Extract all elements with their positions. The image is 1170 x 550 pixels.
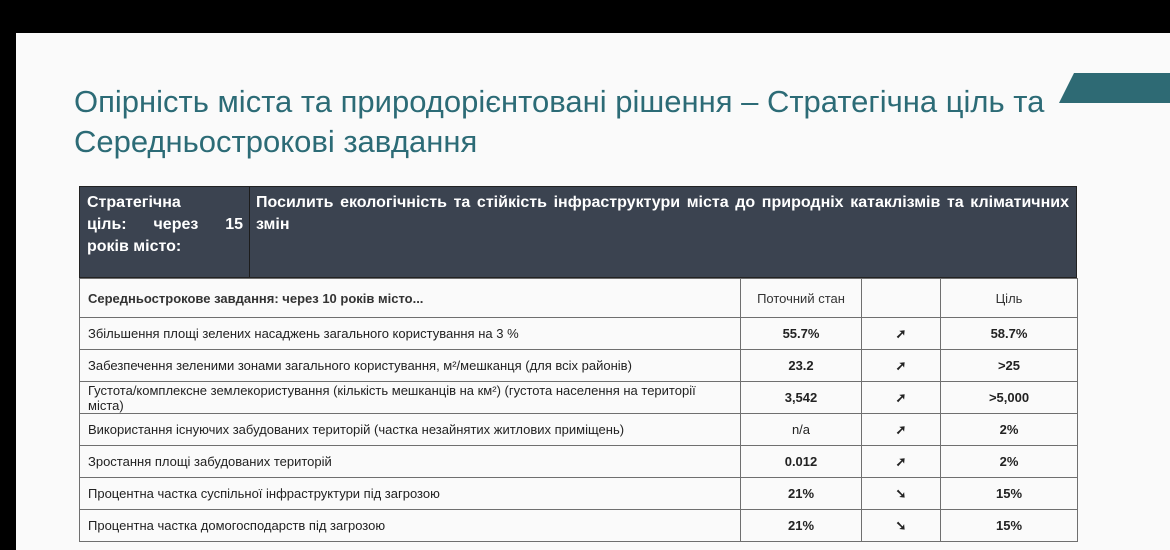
arrow-up-right-icon: ➚ [861, 349, 941, 382]
strategic-goal-header: Стратегічна ціль: через 15 років місто: … [79, 186, 1077, 278]
strategic-goal-label: Стратегічна ціль: через 15 років місто: [80, 187, 250, 277]
goal-value-cell: 2% [940, 445, 1078, 478]
label-word-years-num: 15 [225, 216, 243, 233]
goal-value-cell: >25 [940, 349, 1078, 382]
table-row: Використання існуючих забудованих терито… [79, 413, 1078, 446]
col-header-task: Середньострокове завдання: через 10 рокі… [79, 278, 741, 318]
tasks-table: Середньострокове завдання: через 10 рокі… [79, 278, 1078, 542]
current-value-cell: 3,542 [740, 381, 862, 414]
table-row: Збільшення площі зелених насаджень загал… [79, 317, 1078, 350]
label-word-through: через [153, 216, 199, 233]
table-row: Густота/комплексне землекористування (кі… [79, 381, 1078, 414]
arrow-up-right-icon: ➚ [861, 413, 941, 446]
table-row: Зростання площі забудованих територій 0.0… [79, 445, 1078, 478]
task-cell: Зростання площі забудованих територій [79, 445, 741, 478]
table-header-row: Середньострокове завдання: через 10 рокі… [79, 278, 1078, 318]
current-value-cell: 55.7% [740, 317, 862, 350]
current-value-cell: 0.012 [740, 445, 862, 478]
strategic-goal-text: Посилить екологічність та стійкість інфр… [256, 194, 1069, 233]
label-line-3: років місто: [87, 238, 182, 255]
label-word-goal: ціль: [87, 216, 127, 233]
arrow-up-right-icon: ➚ [861, 445, 941, 478]
goal-value-cell: 2% [940, 413, 1078, 446]
current-value-cell: 23.2 [740, 349, 862, 382]
goal-value-cell: 58.7% [940, 317, 1078, 350]
task-cell: Густота/комплексне землекористування (кі… [79, 381, 741, 414]
table-row: Забезпечення зеленими зонами загального … [79, 349, 1078, 382]
task-cell: Процентна частка суспільної інфраструкту… [79, 477, 741, 510]
goal-value-cell: >5,000 [940, 381, 1078, 414]
label-line-1: Стратегічна [87, 194, 181, 211]
goal-value-cell: 15% [940, 477, 1078, 510]
goal-value-cell: 15% [940, 509, 1078, 542]
task-cell: Збільшення площі зелених насаджень загал… [79, 317, 741, 350]
task-cell: Забезпечення зеленими зонами загального … [79, 349, 741, 382]
current-value-cell: 21% [740, 477, 862, 510]
task-cell: Використання існуючих забудованих терито… [79, 413, 741, 446]
table-row: Процентна частка суспільної інфраструкту… [79, 477, 1078, 510]
current-value-cell: n/a [740, 413, 862, 446]
label-line-2: ціль: через 15 [87, 214, 243, 236]
col-header-trend [861, 278, 941, 318]
col-header-current: Поточний стан [740, 278, 862, 318]
arrow-down-right-icon: ➘ [861, 509, 941, 542]
arrow-up-right-icon: ➚ [861, 381, 941, 414]
decorative-bar [1059, 73, 1170, 103]
slide-title: Опірність міста та природорієнтовані ріш… [74, 84, 1045, 159]
col-header-goal: Ціль [940, 278, 1078, 318]
table-row: Процентна частка домогосподарств під заг… [79, 509, 1078, 542]
current-value-cell: 21% [740, 509, 862, 542]
arrow-down-right-icon: ➘ [861, 477, 941, 510]
arrow-up-right-icon: ➚ [861, 317, 941, 350]
task-cell: Процентна частка домогосподарств під заг… [79, 509, 741, 542]
